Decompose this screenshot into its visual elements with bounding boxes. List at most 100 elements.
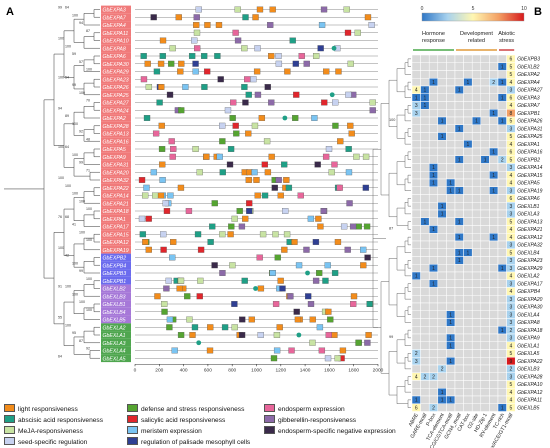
position-axis: 0 200 400 600 800 1000 1200 1400 1600 1800 2000: [134, 363, 384, 373]
cis-element: [177, 332, 185, 338]
heatmap-cell: [454, 202, 464, 211]
heatmap-cell: [411, 116, 421, 125]
heatmap-cell: [420, 78, 430, 87]
heatmap-cell: [463, 109, 473, 118]
axis-tick-label: 1600: [324, 367, 335, 373]
heatmap-value: 3: [510, 374, 513, 380]
heatmap-value: 2: [424, 374, 427, 380]
heatmap-cell: [411, 202, 421, 211]
heatmap-value: 1: [449, 181, 452, 187]
gene-label-bg: [101, 323, 131, 332]
heatmap-value: 1: [458, 126, 461, 132]
cis-element: [316, 270, 323, 276]
cis-element: [232, 29, 239, 36]
cis-element: [166, 316, 174, 323]
cis-element: [246, 200, 253, 207]
cis-element: [231, 301, 238, 307]
heatmap-cell: [437, 318, 447, 327]
heatmap-cell: [428, 93, 439, 102]
heatmap-cell: [420, 349, 430, 358]
heatmap-cell: [437, 147, 447, 156]
gene-label: GbEXPA15: [103, 232, 129, 238]
heatmap-cell: [454, 279, 464, 288]
heatmap-cell: [420, 202, 430, 211]
heatmap-cell: [471, 171, 482, 180]
bootstrap-value: 92: [86, 347, 90, 351]
legend-item: light responsiveness: [4, 404, 78, 414]
gene-label: GbEXPA27: [103, 101, 130, 107]
heatmap-value: 1: [467, 250, 470, 256]
heatmap-value: 1: [492, 111, 495, 117]
heatmap-value: 1: [475, 119, 478, 125]
heatmap-cell: [480, 302, 490, 311]
heatmap-cell: [489, 341, 499, 350]
heatmap-cell: [489, 62, 499, 71]
cis-element: [139, 231, 147, 238]
heatmap-cell: [428, 318, 439, 327]
heatmap-cell: [454, 357, 464, 366]
heatmap-cell: [497, 248, 507, 257]
cis-element: [177, 184, 185, 191]
bootstrap-value: 100: [65, 184, 71, 188]
heatmap-cell: [480, 380, 490, 389]
heatmap-cell: [497, 163, 507, 172]
legend-label: defense and stress responsiveness: [141, 406, 245, 413]
heatmap-value: 5: [510, 382, 513, 388]
heatmap-cell: [463, 225, 473, 234]
gene-label: GbEXLA3: [517, 212, 539, 218]
heatmap-cell: [497, 202, 507, 211]
heatmap-cell: [446, 101, 456, 110]
heatmap-cell: [437, 85, 447, 94]
axis-tick-label: 0: [134, 367, 137, 373]
cis-element: [327, 316, 334, 323]
cis-element: [283, 231, 291, 238]
heatmap-cell: [497, 364, 507, 373]
cis-element: [193, 29, 201, 36]
cis-element: [294, 316, 302, 323]
heatmap-cell: [454, 70, 464, 79]
heatmap-cell: [437, 155, 447, 164]
cis-element: [245, 130, 252, 137]
heatmap-cell: [463, 357, 473, 366]
heatmap-cell: [480, 225, 490, 234]
heatmap-value: 1: [424, 88, 427, 94]
cis-element: [153, 68, 161, 75]
heatmap-cell: [437, 225, 447, 234]
colorbar-label: 0: [421, 6, 424, 12]
legend-swatch: [127, 437, 138, 445]
heatmap-cell: [471, 295, 482, 304]
heatmap-value: 5: [510, 119, 513, 125]
heatmap-cell: [489, 302, 499, 311]
heatmap-cell: [497, 233, 507, 242]
heatmap-cell: [489, 225, 499, 234]
gene-label-bg: [101, 145, 131, 153]
heatmap-value: 4: [510, 274, 513, 280]
gene-label-bg: [101, 300, 131, 308]
heatmap-cell: [489, 364, 499, 373]
cis-element: [335, 68, 342, 75]
cis-element: [257, 332, 264, 338]
heatmap-cell: [497, 318, 507, 327]
cis-element: [241, 277, 248, 284]
heatmap-cell: [446, 349, 456, 358]
cis-element-circle: [296, 332, 302, 338]
heatmap-cell: [437, 171, 447, 180]
heatmap-cell: [497, 132, 507, 141]
gene-label: GbEXPA1: [103, 217, 126, 223]
gene-label: GbEXPA11: [103, 31, 129, 37]
heatmap-cell: [471, 70, 482, 79]
heatmap-cell: [463, 403, 473, 412]
axis-tick-label: 200: [155, 367, 163, 373]
heatmap-cell: [420, 380, 430, 389]
heatmap-cell: [420, 132, 430, 141]
heatmap-cell: [471, 186, 482, 195]
heatmap-cell: [454, 101, 464, 110]
heatmap-cell: [437, 326, 447, 335]
cis-element: [350, 301, 357, 307]
cis-element: [191, 324, 199, 331]
gene-label: GbEXPA12: [517, 390, 542, 396]
heatmap-cell: [454, 364, 464, 373]
gene-label-bg: [101, 36, 131, 45]
heatmap-cell: [471, 209, 482, 218]
gene-label: GbEXPA6: [103, 54, 126, 60]
